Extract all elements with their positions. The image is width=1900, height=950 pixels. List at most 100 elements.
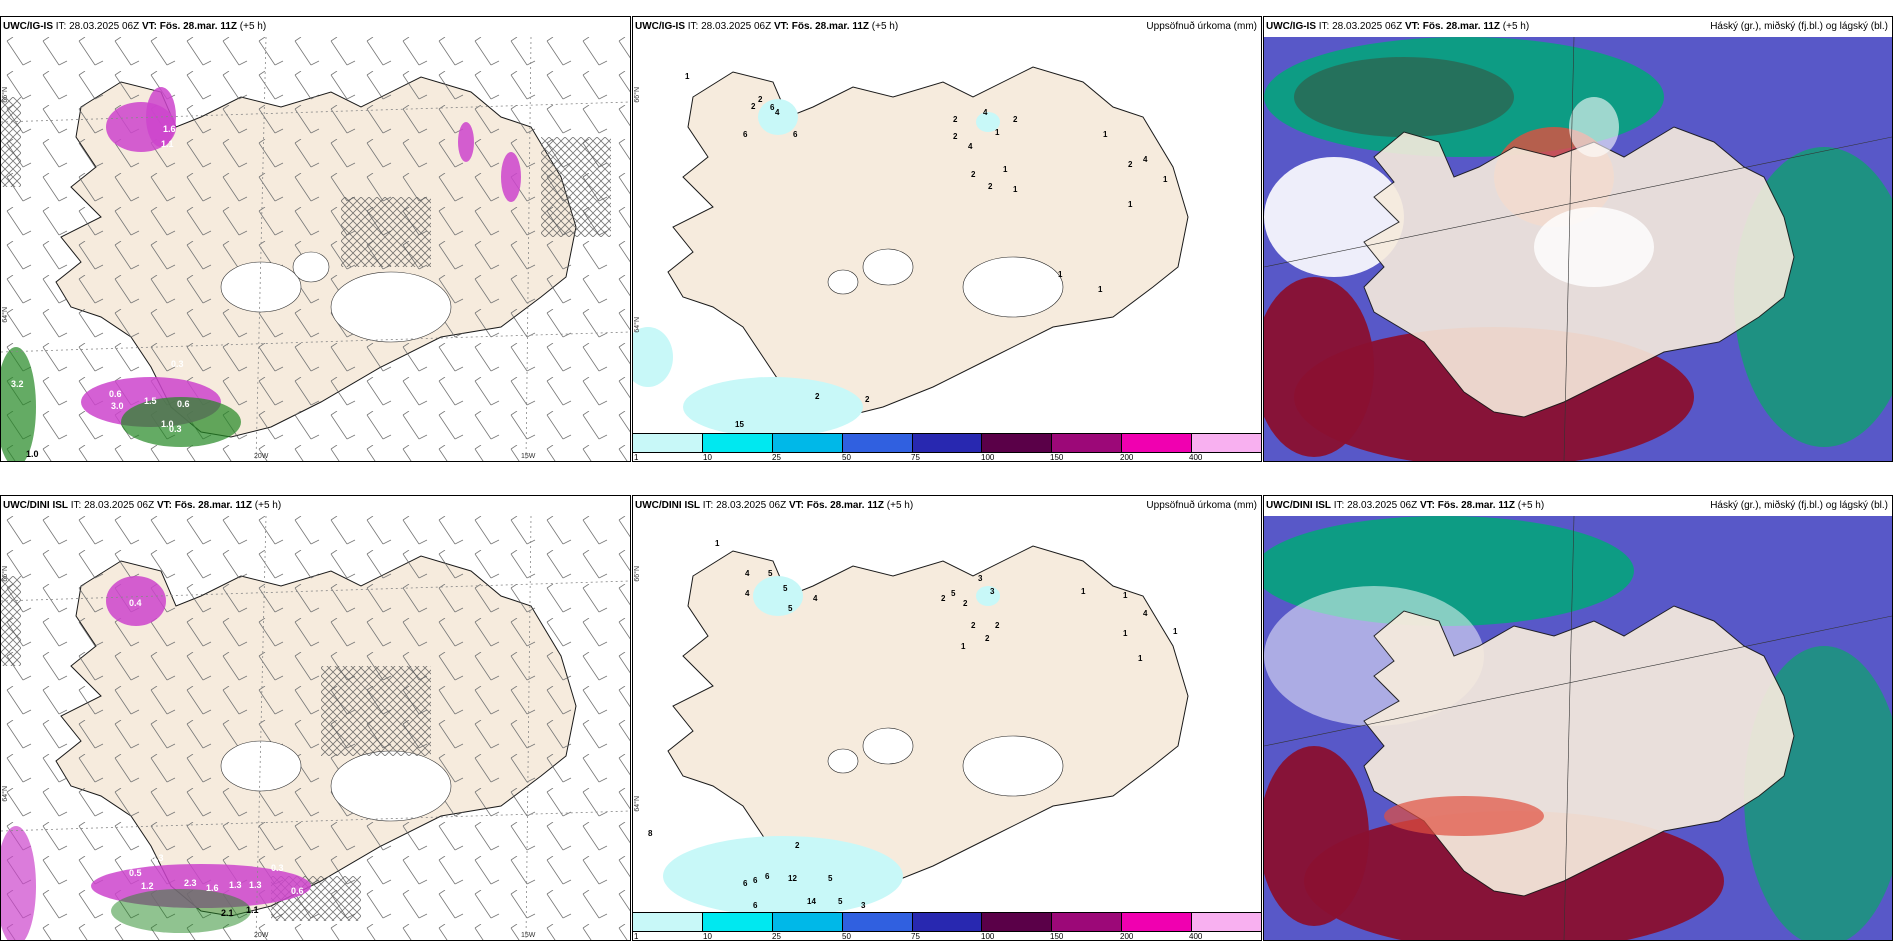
precip-label: 4 (968, 142, 973, 151)
cbar-tick: 25 (772, 453, 781, 462)
glacier (862, 248, 914, 286)
wind-label: 1.0 (26, 449, 39, 459)
mid-cloud (1294, 57, 1514, 137)
longitude-line (255, 516, 267, 940)
precip-label: 4 (813, 594, 818, 603)
valid-time: VT: Fös. 28.mar. 11Z (141, 21, 238, 32)
precip-label: 1 (1103, 130, 1108, 139)
precip-label: 6 (753, 901, 758, 910)
precip-label: 1 (1123, 629, 1128, 638)
precip-map: 1 2 6 6 2 6 4 2 4 2 4 2 1 2 1 2 1 4 1 1 … (633, 66, 1189, 433)
grid-line (1264, 136, 1892, 268)
lead-time: (+5 h) (886, 500, 914, 511)
precip-label: 6 (743, 130, 748, 139)
wind-label: 1.1 (246, 905, 259, 915)
cbar-cell-25 (772, 434, 843, 452)
precip-magenta (1, 826, 36, 940)
precip-label: 1 (1003, 165, 1008, 174)
valid-time: VT: Fös. 28.mar. 11Z (1419, 500, 1516, 511)
precip-label: 2 (865, 395, 870, 404)
precip-label: 1 (715, 539, 720, 548)
cbar-cell-200 (1122, 434, 1193, 452)
precip-label: 1 (1058, 270, 1063, 279)
precip-label: 4 (983, 108, 988, 117)
precip-green (1, 347, 36, 461)
precip-label: 6 (753, 876, 758, 885)
model-name: UWC/DINI ISL (3, 500, 68, 511)
cbar-tick: 25 (772, 932, 781, 941)
low-cloud (1384, 796, 1544, 836)
panel-wind-igis: UWC/IG-IS IT: 28.03.2025 06Z VT: Fös. 28… (0, 16, 631, 462)
grid-line (1563, 37, 1575, 461)
cbar-tick: 1 (634, 932, 639, 941)
valid-time: VT: Fös. 28.mar. 11Z (788, 500, 885, 511)
wind-map: 0.4 0.3 0.5 1.2 2.3 1.6 1.3 1.3 2.1 1.1 … (1, 516, 630, 940)
model-name: UWC/IG-IS (635, 21, 685, 32)
wind-label: 0.6 (177, 399, 190, 409)
low-cloud (1264, 746, 1369, 926)
wind-label: 1.0 (161, 419, 174, 429)
wind-label: 3.2 (11, 379, 24, 389)
precip-colorbar: 1 10 25 50 75 100 150 200 400 (633, 912, 1261, 940)
wind-label: 0.6 (109, 389, 122, 399)
cbar-cell-50 (842, 434, 913, 452)
cbar-cell-10 (702, 434, 773, 452)
precip-label: 2 (988, 182, 993, 191)
precip-green (121, 397, 241, 447)
cbar-cell-1 (633, 434, 703, 452)
precip-label: 2 (815, 392, 820, 401)
cbar-tick: 150 (1050, 453, 1064, 462)
lon-label-20w: 20W (254, 932, 269, 939)
wind-label: 2.3 (184, 878, 197, 888)
low-cloud (1264, 277, 1374, 457)
init-time: IT: 28.03.2025 06Z (70, 500, 155, 511)
precip-area (663, 836, 903, 912)
wind-label: 0.5 (129, 868, 142, 878)
wind-label: 0.3 (171, 359, 184, 369)
precip-title: Uppsöfnuð úrkoma (mm) (1146, 500, 1257, 511)
precip-label: 3 (861, 901, 866, 910)
precip-label: 3 (978, 574, 983, 583)
precip-label: 2 (971, 621, 976, 630)
wind-label: 0.3 (271, 863, 284, 873)
glacier (827, 748, 859, 774)
glacier (862, 727, 914, 765)
wind-map: 1.6 1.1 0.3 0.6 3.2 3.0 1.5 0.6 1.0 0.3 … (1, 37, 630, 461)
precip-area (758, 99, 798, 135)
lead-time: (+5 h) (871, 21, 899, 32)
precip-label: 1 (1123, 591, 1128, 600)
precip-label: 2 (985, 634, 990, 643)
panel-header: UWC/DINI ISL IT: 28.03.2025 06Z VT: Fös.… (1264, 496, 1892, 516)
cbar-tick: 50 (842, 453, 851, 462)
cbar-cell-150 (1052, 913, 1123, 931)
cbar-cell-400 (1192, 434, 1261, 452)
precip-label: 1 (1173, 627, 1178, 636)
longitude-line (525, 37, 532, 461)
precip-label: 5 (783, 584, 788, 593)
wind-value-labels: 0.4 0.3 0.5 1.2 2.3 1.6 1.3 1.3 2.1 1.1 … (129, 598, 304, 918)
precip-label: 2 (971, 170, 976, 179)
wind-label: 0.3 (151, 853, 164, 863)
clear-area (1569, 97, 1619, 157)
lat-label-64n: 64°N (2, 307, 9, 323)
precip-title: Uppsöfnuð úrkoma (mm) (1146, 21, 1257, 32)
cbar-cell-100 (982, 434, 1053, 452)
wind-label: 2.1 (221, 908, 234, 918)
model-name: UWC/DINI ISL (635, 500, 700, 511)
init-time: IT: 28.03.2025 06Z (1318, 21, 1403, 32)
cbar-cell-50 (842, 913, 913, 931)
precip-label: 6 (743, 879, 748, 888)
cbar-tick: 10 (703, 453, 712, 462)
cbar-cell-75 (912, 913, 983, 931)
precip-label: 2 (953, 115, 958, 124)
precip-green (111, 889, 251, 933)
glacier (962, 735, 1064, 797)
precip-area (976, 112, 1000, 132)
lead-time: (+5 h) (1502, 21, 1530, 32)
cbar-tick: 100 (981, 453, 995, 462)
precip-label: 6 (793, 130, 798, 139)
valid-time: VT: Fös. 28.mar. 11Z (156, 500, 253, 511)
precip-magenta (106, 576, 166, 626)
cloud-map (1264, 37, 1892, 461)
cbar-tick: 100 (981, 932, 995, 941)
